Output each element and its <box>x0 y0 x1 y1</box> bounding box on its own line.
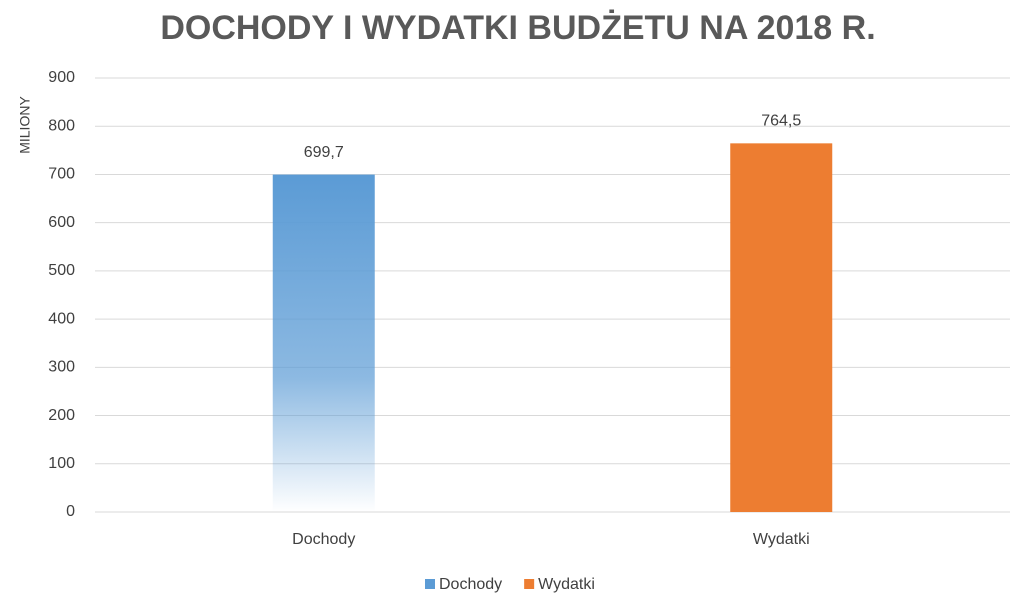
y-tick-label: 800 <box>48 117 75 134</box>
legend-swatch <box>425 579 435 589</box>
y-tick-label: 200 <box>48 407 75 424</box>
y-tick-label: 300 <box>48 359 75 376</box>
chart-title: DOCHODY I WYDATKI BUDŻETU NA 2018 R. <box>160 9 875 47</box>
y-tick-label: 500 <box>48 262 75 279</box>
bar <box>272 174 375 512</box>
legend-label: Wydatki <box>538 576 595 593</box>
bar <box>730 143 833 512</box>
y-tick-label: 400 <box>48 310 75 327</box>
y-tick-label: 700 <box>48 166 75 183</box>
y-tick-label: 0 <box>66 503 75 520</box>
x-tick-label: Wydatki <box>753 531 810 548</box>
y-tick-label: 900 <box>48 69 75 86</box>
value-label: 764,5 <box>761 113 801 130</box>
x-tick-label: Dochody <box>292 531 355 548</box>
y-axis-title: MILIONY <box>17 96 33 154</box>
y-tick-label: 100 <box>48 455 75 472</box>
y-tick-label: 600 <box>48 214 75 231</box>
legend-label: Dochody <box>439 576 502 593</box>
value-label: 699,7 <box>304 144 344 161</box>
legend-swatch <box>524 579 535 589</box>
